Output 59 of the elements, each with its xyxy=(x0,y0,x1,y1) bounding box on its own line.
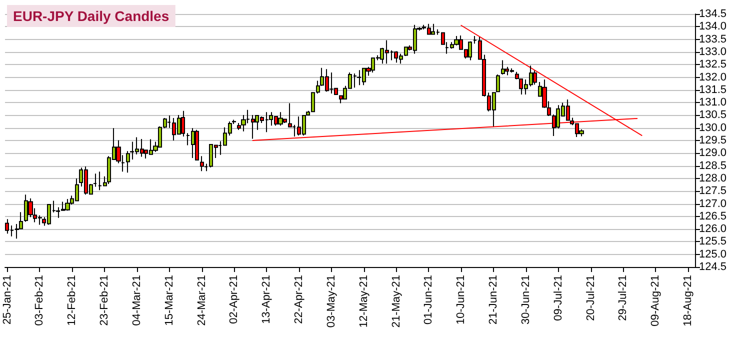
candlestick xyxy=(468,40,472,61)
y-tick-label: 125.0 xyxy=(699,248,727,260)
x-tick-label: 25-Jan-21 xyxy=(1,275,14,325)
x-tick-label: 30-Jun-21 xyxy=(520,275,532,325)
x-tick-label: 04-Mar-21 xyxy=(130,275,143,326)
x-tick-label: 20-Jul-21 xyxy=(584,275,597,321)
y-tick-label: 128.5 xyxy=(699,160,727,172)
y-tick-label: 129.0 xyxy=(699,147,727,160)
y-tick-label: 132.5 xyxy=(699,58,727,71)
x-tick-label: 03-Feb-21 xyxy=(34,275,46,326)
candlestick xyxy=(181,110,185,137)
candlestick xyxy=(278,112,283,126)
y-tick-label: 133.0 xyxy=(699,46,727,58)
y-tick-label: 125.5 xyxy=(699,236,727,248)
x-tick-label: 23-Feb-21 xyxy=(98,275,111,326)
y-tick-label: 127.5 xyxy=(699,185,727,198)
candlestick xyxy=(126,150,130,174)
candlestick xyxy=(200,156,204,172)
y-tick-label: 130.5 xyxy=(699,109,727,122)
candlestick xyxy=(496,74,500,92)
x-tick-label: 01-Jun-21 xyxy=(422,275,435,325)
candlestick xyxy=(28,198,33,218)
candlestick xyxy=(501,60,505,75)
y-tick-label: 124.5 xyxy=(699,261,727,273)
chart-title: EUR-JPY Daily Candles xyxy=(13,8,170,24)
y-tick-label: 131.5 xyxy=(699,84,727,96)
candlestick xyxy=(241,114,246,132)
y-tick-label: 132.0 xyxy=(699,71,727,84)
x-tick-label: 12-Feb-21 xyxy=(66,275,78,326)
y-tick-label: 127.0 xyxy=(699,198,727,210)
y-tick-label: 128.0 xyxy=(699,172,727,184)
x-tick-label: 10-Jun-21 xyxy=(455,275,468,325)
candlestick xyxy=(93,173,97,188)
y-tick-label: 130.0 xyxy=(699,122,727,134)
x-tick-label: 02-Apr-21 xyxy=(228,275,240,324)
x-tick-label: 09-Jul-21 xyxy=(552,275,564,321)
candlestick xyxy=(65,198,70,212)
x-tick-label: 13-Apr-21 xyxy=(260,275,273,324)
y-tick-label: 126.0 xyxy=(699,223,727,236)
x-tick-label: 21-Jun-21 xyxy=(488,275,500,325)
x-tick-label: 03-May-21 xyxy=(325,275,338,328)
y-tick-label: 134.5 xyxy=(699,8,727,20)
candlestick xyxy=(404,46,408,56)
x-tick-label: 18-Aug-21 xyxy=(682,275,694,326)
y-tick-label: 131.0 xyxy=(699,96,727,109)
y-tick-label: 134.0 xyxy=(699,20,727,33)
x-tick-label: 12-May-21 xyxy=(358,275,370,328)
x-tick-label: 09-Aug-21 xyxy=(650,275,662,326)
x-tick-label: 24-Mar-21 xyxy=(196,275,208,326)
candlestick xyxy=(329,72,334,94)
x-tick-label: 22-Apr-21 xyxy=(293,275,306,324)
y-tick-label: 129.5 xyxy=(699,134,727,146)
y-tick-label: 126.5 xyxy=(699,210,727,222)
candlestick xyxy=(454,36,459,46)
x-tick-label: 29-Jul-21 xyxy=(617,275,630,321)
x-tick-label: 21-May-21 xyxy=(390,275,402,328)
x-tick-label: 15-Mar-21 xyxy=(163,275,176,326)
y-tick-label: 133.5 xyxy=(699,33,727,46)
candlestick xyxy=(195,129,199,160)
